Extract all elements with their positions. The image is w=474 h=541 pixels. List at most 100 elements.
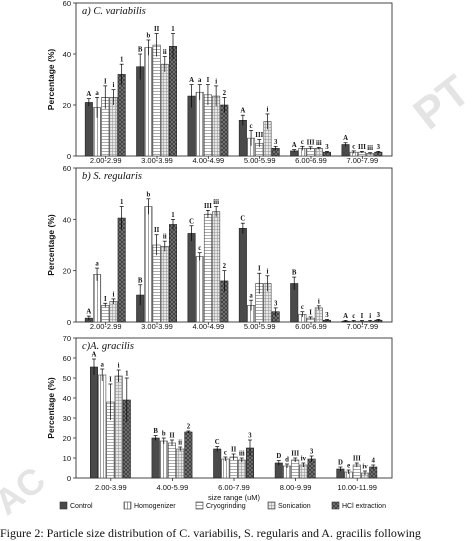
significance-letter: c bbox=[352, 313, 355, 320]
chart-panel-a-gracilis: c)A. gracilis 0 10 20 30 40 50 60 70 Percentage (… bbox=[46, 334, 393, 510]
bar bbox=[117, 217, 126, 323]
significance-letter: i bbox=[267, 268, 269, 275]
bar bbox=[109, 301, 118, 323]
significance-letter: II bbox=[154, 227, 160, 234]
bar bbox=[152, 244, 161, 323]
bar bbox=[314, 307, 323, 323]
x-tick-label: 5.00-5.99 bbox=[244, 156, 276, 165]
significance-letter: II bbox=[231, 447, 237, 454]
x-tick-label: 6.00-7.99 bbox=[218, 483, 250, 492]
legend: Control Homogenizer Cryogrinding Sonication… bbox=[59, 501, 386, 510]
chart-panel-s-regularis: b) S. regularis 0 20 40 60 Percentage (%) Aa Ii… bbox=[46, 164, 393, 331]
legend-swatch bbox=[267, 501, 276, 510]
x-tick-label: 4.00-5.99 bbox=[157, 483, 189, 492]
bar bbox=[109, 97, 118, 157]
bar bbox=[144, 206, 153, 323]
x-tick-label: 3.00-3.99 bbox=[141, 322, 173, 331]
bar bbox=[168, 442, 177, 479]
significance-letter: A bbox=[343, 135, 348, 142]
significance-letter: iii bbox=[213, 199, 219, 206]
significance-letter: II bbox=[169, 433, 175, 440]
significance-letter: a bbox=[249, 293, 253, 300]
y-tick-label: 40 bbox=[63, 50, 71, 59]
significance-letter: iii bbox=[367, 145, 373, 152]
significance-letter: a bbox=[95, 261, 99, 268]
significance-letter: a bbox=[100, 362, 104, 369]
significance-letter: ii bbox=[163, 234, 167, 241]
bar bbox=[212, 211, 221, 323]
bar bbox=[93, 274, 102, 323]
x-tick-label: 2.00-2.99 bbox=[90, 322, 122, 331]
x-tick-label: 6.00-6.99 bbox=[295, 156, 327, 165]
significance-letter: 1 bbox=[120, 199, 124, 206]
significance-letter: A bbox=[86, 309, 91, 316]
chart-title: c)A. gracilis bbox=[82, 341, 134, 352]
y-tick-label: 60 bbox=[63, 164, 71, 173]
significance-letter: A bbox=[292, 142, 297, 149]
significance-letter: I bbox=[361, 313, 364, 320]
y-tick-label: 20 bbox=[63, 267, 71, 276]
bar bbox=[187, 233, 196, 323]
significance-letter: c bbox=[301, 304, 304, 311]
bar bbox=[136, 66, 145, 157]
significance-letter: a bbox=[198, 77, 202, 84]
significance-letter: a bbox=[95, 90, 99, 97]
significance-letter: I bbox=[104, 296, 107, 303]
legend-entry: HCl extraction bbox=[342, 503, 386, 510]
y-tick-label: 10 bbox=[63, 454, 71, 463]
significance-letter: II bbox=[154, 26, 160, 33]
bar bbox=[90, 366, 99, 479]
bar bbox=[237, 459, 246, 479]
significance-letter: A bbox=[189, 77, 194, 84]
x-tick-label: 2.00-3.99 bbox=[95, 483, 127, 492]
bar bbox=[114, 375, 123, 479]
significance-letter: III bbox=[255, 132, 263, 139]
significance-letter: c bbox=[224, 450, 227, 457]
significance-letter: d bbox=[285, 457, 289, 464]
significance-letter: b bbox=[162, 431, 166, 438]
x-tick-label: 8.00-9.99 bbox=[280, 483, 312, 492]
bar bbox=[151, 437, 160, 479]
x-tick-label: 5.00-5.99 bbox=[244, 322, 276, 331]
x-tick-label: 3.00-3.99 bbox=[141, 156, 173, 165]
significance-letter: III bbox=[291, 451, 299, 458]
bar bbox=[160, 63, 169, 157]
y-tick-label: 0 bbox=[67, 318, 71, 327]
x-tick-label: 7.00-7.99 bbox=[346, 156, 378, 165]
significance-letter: i bbox=[113, 291, 115, 298]
significance-letter: I bbox=[309, 309, 312, 316]
significance-letter: B bbox=[138, 277, 143, 284]
y-tick-label: 40 bbox=[63, 215, 71, 224]
significance-letter: 1 bbox=[171, 26, 175, 33]
significance-letter: 1 bbox=[171, 212, 175, 219]
x-tick-label: 4.00-4.99 bbox=[192, 156, 224, 165]
significance-letter: b bbox=[147, 191, 151, 198]
significance-letter: C bbox=[240, 216, 245, 223]
bar bbox=[184, 431, 193, 479]
legend-entry: Cryogrinding bbox=[206, 503, 246, 510]
significance-letter: ii bbox=[178, 440, 182, 447]
significance-letter: 3 bbox=[310, 449, 314, 456]
bar bbox=[221, 458, 230, 479]
y-tick-label: 30 bbox=[63, 414, 71, 423]
x-tick-label: 4.00-4.99 bbox=[192, 322, 224, 331]
significance-letter: 2 bbox=[223, 90, 227, 97]
bar bbox=[291, 459, 300, 479]
significance-letter: 1 bbox=[120, 57, 124, 64]
legend-entry: Control bbox=[70, 503, 93, 510]
significance-letter: c bbox=[301, 139, 304, 146]
significance-letter: III bbox=[353, 456, 361, 463]
significance-letter: c bbox=[352, 143, 355, 150]
significance-letter: D bbox=[276, 453, 281, 460]
bar bbox=[160, 245, 169, 323]
x-tick-label: 10.00-11.99 bbox=[337, 483, 376, 492]
x-tick-label: 6.00-6.99 bbox=[295, 322, 327, 331]
significance-letter: ii bbox=[163, 49, 167, 56]
legend-entry: Homogenizer bbox=[134, 503, 176, 510]
significance-letter: i bbox=[318, 298, 320, 305]
significance-letter: A bbox=[92, 352, 97, 359]
y-tick-label: 40 bbox=[63, 394, 71, 403]
significance-letter: C bbox=[189, 218, 194, 225]
bar bbox=[203, 213, 212, 323]
